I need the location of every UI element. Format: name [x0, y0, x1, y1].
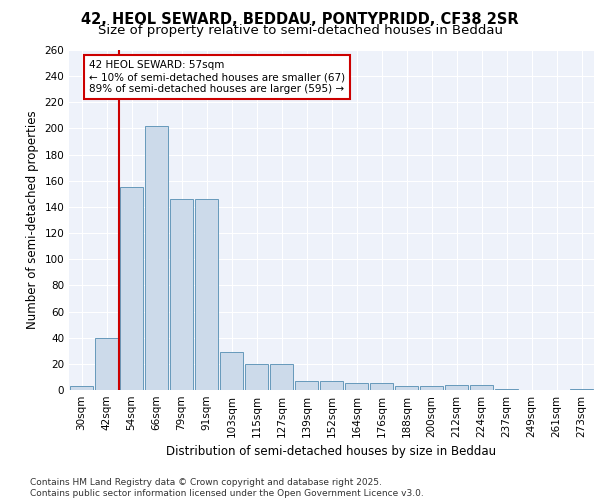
- Bar: [445, 385, 468, 390]
- Bar: [145, 126, 168, 390]
- Bar: [495, 388, 518, 390]
- Bar: [420, 386, 443, 390]
- Bar: [170, 199, 193, 390]
- Text: Contains HM Land Registry data © Crown copyright and database right 2025.
Contai: Contains HM Land Registry data © Crown c…: [30, 478, 424, 498]
- Bar: [245, 364, 268, 390]
- Bar: [570, 388, 593, 390]
- Bar: [95, 338, 118, 390]
- Bar: [370, 384, 393, 390]
- Text: Size of property relative to semi-detached houses in Beddau: Size of property relative to semi-detach…: [97, 24, 503, 37]
- Bar: [345, 384, 368, 390]
- Text: 42 HEOL SEWARD: 57sqm
← 10% of semi-detached houses are smaller (67)
89% of semi: 42 HEOL SEWARD: 57sqm ← 10% of semi-deta…: [89, 60, 345, 94]
- Bar: [295, 381, 318, 390]
- Bar: [70, 386, 93, 390]
- Bar: [470, 385, 493, 390]
- Bar: [195, 199, 218, 390]
- Bar: [395, 386, 418, 390]
- Y-axis label: Number of semi-detached properties: Number of semi-detached properties: [26, 110, 39, 330]
- Bar: [220, 352, 243, 390]
- Bar: [270, 364, 293, 390]
- Bar: [320, 381, 343, 390]
- X-axis label: Distribution of semi-detached houses by size in Beddau: Distribution of semi-detached houses by …: [166, 446, 497, 458]
- Text: 42, HEOL SEWARD, BEDDAU, PONTYPRIDD, CF38 2SR: 42, HEOL SEWARD, BEDDAU, PONTYPRIDD, CF3…: [81, 12, 519, 27]
- Bar: [120, 188, 143, 390]
